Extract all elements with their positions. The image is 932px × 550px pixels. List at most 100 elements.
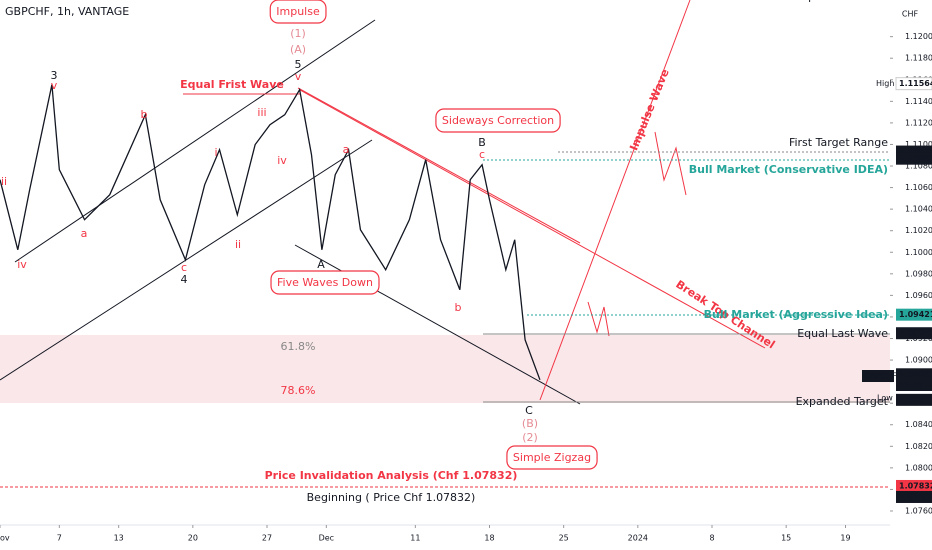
drawings — [0, 0, 890, 488]
y-tick-label: 1.10200 — [905, 226, 932, 235]
price-tag — [896, 327, 932, 340]
y-tick-label: 1.11000 — [905, 140, 932, 149]
price-tag-label: 1.09249 — [899, 329, 932, 338]
currency: CHF — [902, 10, 919, 19]
annotation-box — [269, 0, 327, 24]
annotation: 3 — [51, 69, 58, 82]
annotation: B — [478, 136, 486, 149]
low-label: Low — [877, 394, 893, 403]
annotation-box — [506, 445, 598, 470]
y-tick-label: 1.12000 — [905, 32, 932, 41]
annotation: (2) — [522, 431, 538, 444]
x-tick-label: 13 — [114, 534, 124, 543]
y-tick-label: 1.10800 — [905, 162, 932, 171]
price-axis — [890, 0, 932, 550]
annotation: i — [214, 146, 217, 159]
zigzag — [587, 301, 610, 337]
channel-line — [14, 19, 376, 263]
annotation: Bull Market (Conservative IDEA) — [689, 163, 888, 176]
x-tick-label: 15 — [781, 534, 791, 543]
annotation: 61.8% — [281, 340, 316, 353]
annotation: (1) — [290, 27, 306, 40]
high-label: High — [876, 79, 894, 88]
y-tick-label: 1.11200 — [905, 118, 932, 127]
price-tag — [896, 479, 932, 492]
x-tick-label: 25 — [559, 534, 569, 543]
x-tick-label: 11 — [410, 534, 420, 543]
annotation: Bull Market (Aggressive Idea) — [704, 308, 888, 321]
annotation: Impulse Wave — [627, 67, 672, 152]
y-tick-label: 1.08000 — [905, 463, 932, 472]
annotation: Impulse — [276, 5, 320, 18]
impulse-line — [539, 0, 691, 401]
annotation: iv — [277, 154, 287, 167]
fib-zone — [0, 335, 890, 403]
price-tag-label: 1.10934 — [899, 147, 932, 156]
y-tick-label: 1.10000 — [905, 248, 932, 257]
annotation: Sideways Correction — [442, 114, 554, 127]
annotation: ii — [1, 175, 7, 188]
y-tick-label: 1.11800 — [905, 54, 932, 63]
annotation: Equal Last Wave — [797, 327, 888, 340]
trend-line — [299, 89, 766, 349]
x-tick-label: 8 — [709, 534, 714, 543]
trend-line — [297, 87, 581, 244]
annotation: v — [295, 70, 302, 83]
annotation: iv — [17, 258, 27, 271]
x-tick-label: 27 — [262, 534, 272, 543]
annotation: (B) — [522, 417, 538, 430]
zigzag — [654, 131, 687, 196]
annotation: c — [479, 148, 485, 161]
y-tick-label: 1.09800 — [905, 269, 932, 278]
price-tag — [896, 152, 932, 165]
annotation: 5 — [295, 58, 302, 71]
header: GBPCHF, 1h, VANTAGE — [5, 5, 129, 18]
annotation: Equal Frist Wave — [180, 78, 284, 91]
annotation: a — [343, 143, 350, 156]
annotation: A — [317, 258, 325, 271]
symbol-tag — [862, 370, 894, 382]
price-tag — [896, 368, 932, 381]
annotation: Five Waves Down — [277, 276, 373, 289]
x-tick-label: 20 — [188, 534, 198, 543]
annotation: Simple Zigzag — [513, 451, 591, 464]
annotation: (A) — [290, 43, 306, 56]
price-tag-label: 1.08631 — [899, 395, 932, 404]
price-tag — [896, 393, 932, 406]
countdown-tag — [896, 380, 932, 391]
price-tag-label: 1.09421 — [899, 310, 932, 319]
price-tag-label: 1.08868 — [899, 370, 932, 379]
y-tick-label: 1.10400 — [905, 205, 932, 214]
axes: 1.076001.078001.080001.082001.084001.086… — [0, 10, 932, 543]
countdown: 55:24 — [899, 381, 922, 390]
y-tick-label: 1.09600 — [905, 291, 932, 300]
price-tag-label: 1.10868 — [899, 154, 932, 163]
x-tick-label: ov — [0, 534, 10, 543]
price-line — [0, 84, 541, 381]
y-tick-label: 1.11400 — [905, 97, 932, 106]
y-tick-label: 1.09000 — [905, 356, 932, 365]
symbol-tag-label: GBPCHF — [864, 372, 897, 381]
annotation: v — [51, 79, 58, 92]
price-tag-label: 1.07832 — [899, 492, 932, 501]
annotation: C — [525, 404, 533, 417]
annotation: Price Invalidation Analysis (Chf 1.07832… — [265, 469, 518, 482]
x-tick-label: Dec — [319, 534, 334, 543]
annotation: b — [141, 108, 148, 121]
annotation: c — [181, 261, 187, 274]
y-tick-label: 1.08200 — [905, 442, 932, 451]
price-tag-label: 1.07832 — [899, 481, 932, 490]
price-tag — [896, 308, 932, 321]
price-tag — [895, 77, 932, 91]
annotation: 4 — [181, 273, 188, 286]
price-tag-label: 1.11564 — [899, 79, 932, 88]
annotation: Beginning ( Price Chf 1.07832) — [307, 491, 476, 504]
y-tick-label: 1.08400 — [905, 420, 932, 429]
annotation: b — [455, 301, 462, 314]
annotation: Expanded Target — [796, 395, 889, 408]
x-tick-label: 2024 — [628, 534, 648, 543]
annotation-box — [270, 270, 380, 295]
annotation: First Target Range — [789, 136, 888, 149]
